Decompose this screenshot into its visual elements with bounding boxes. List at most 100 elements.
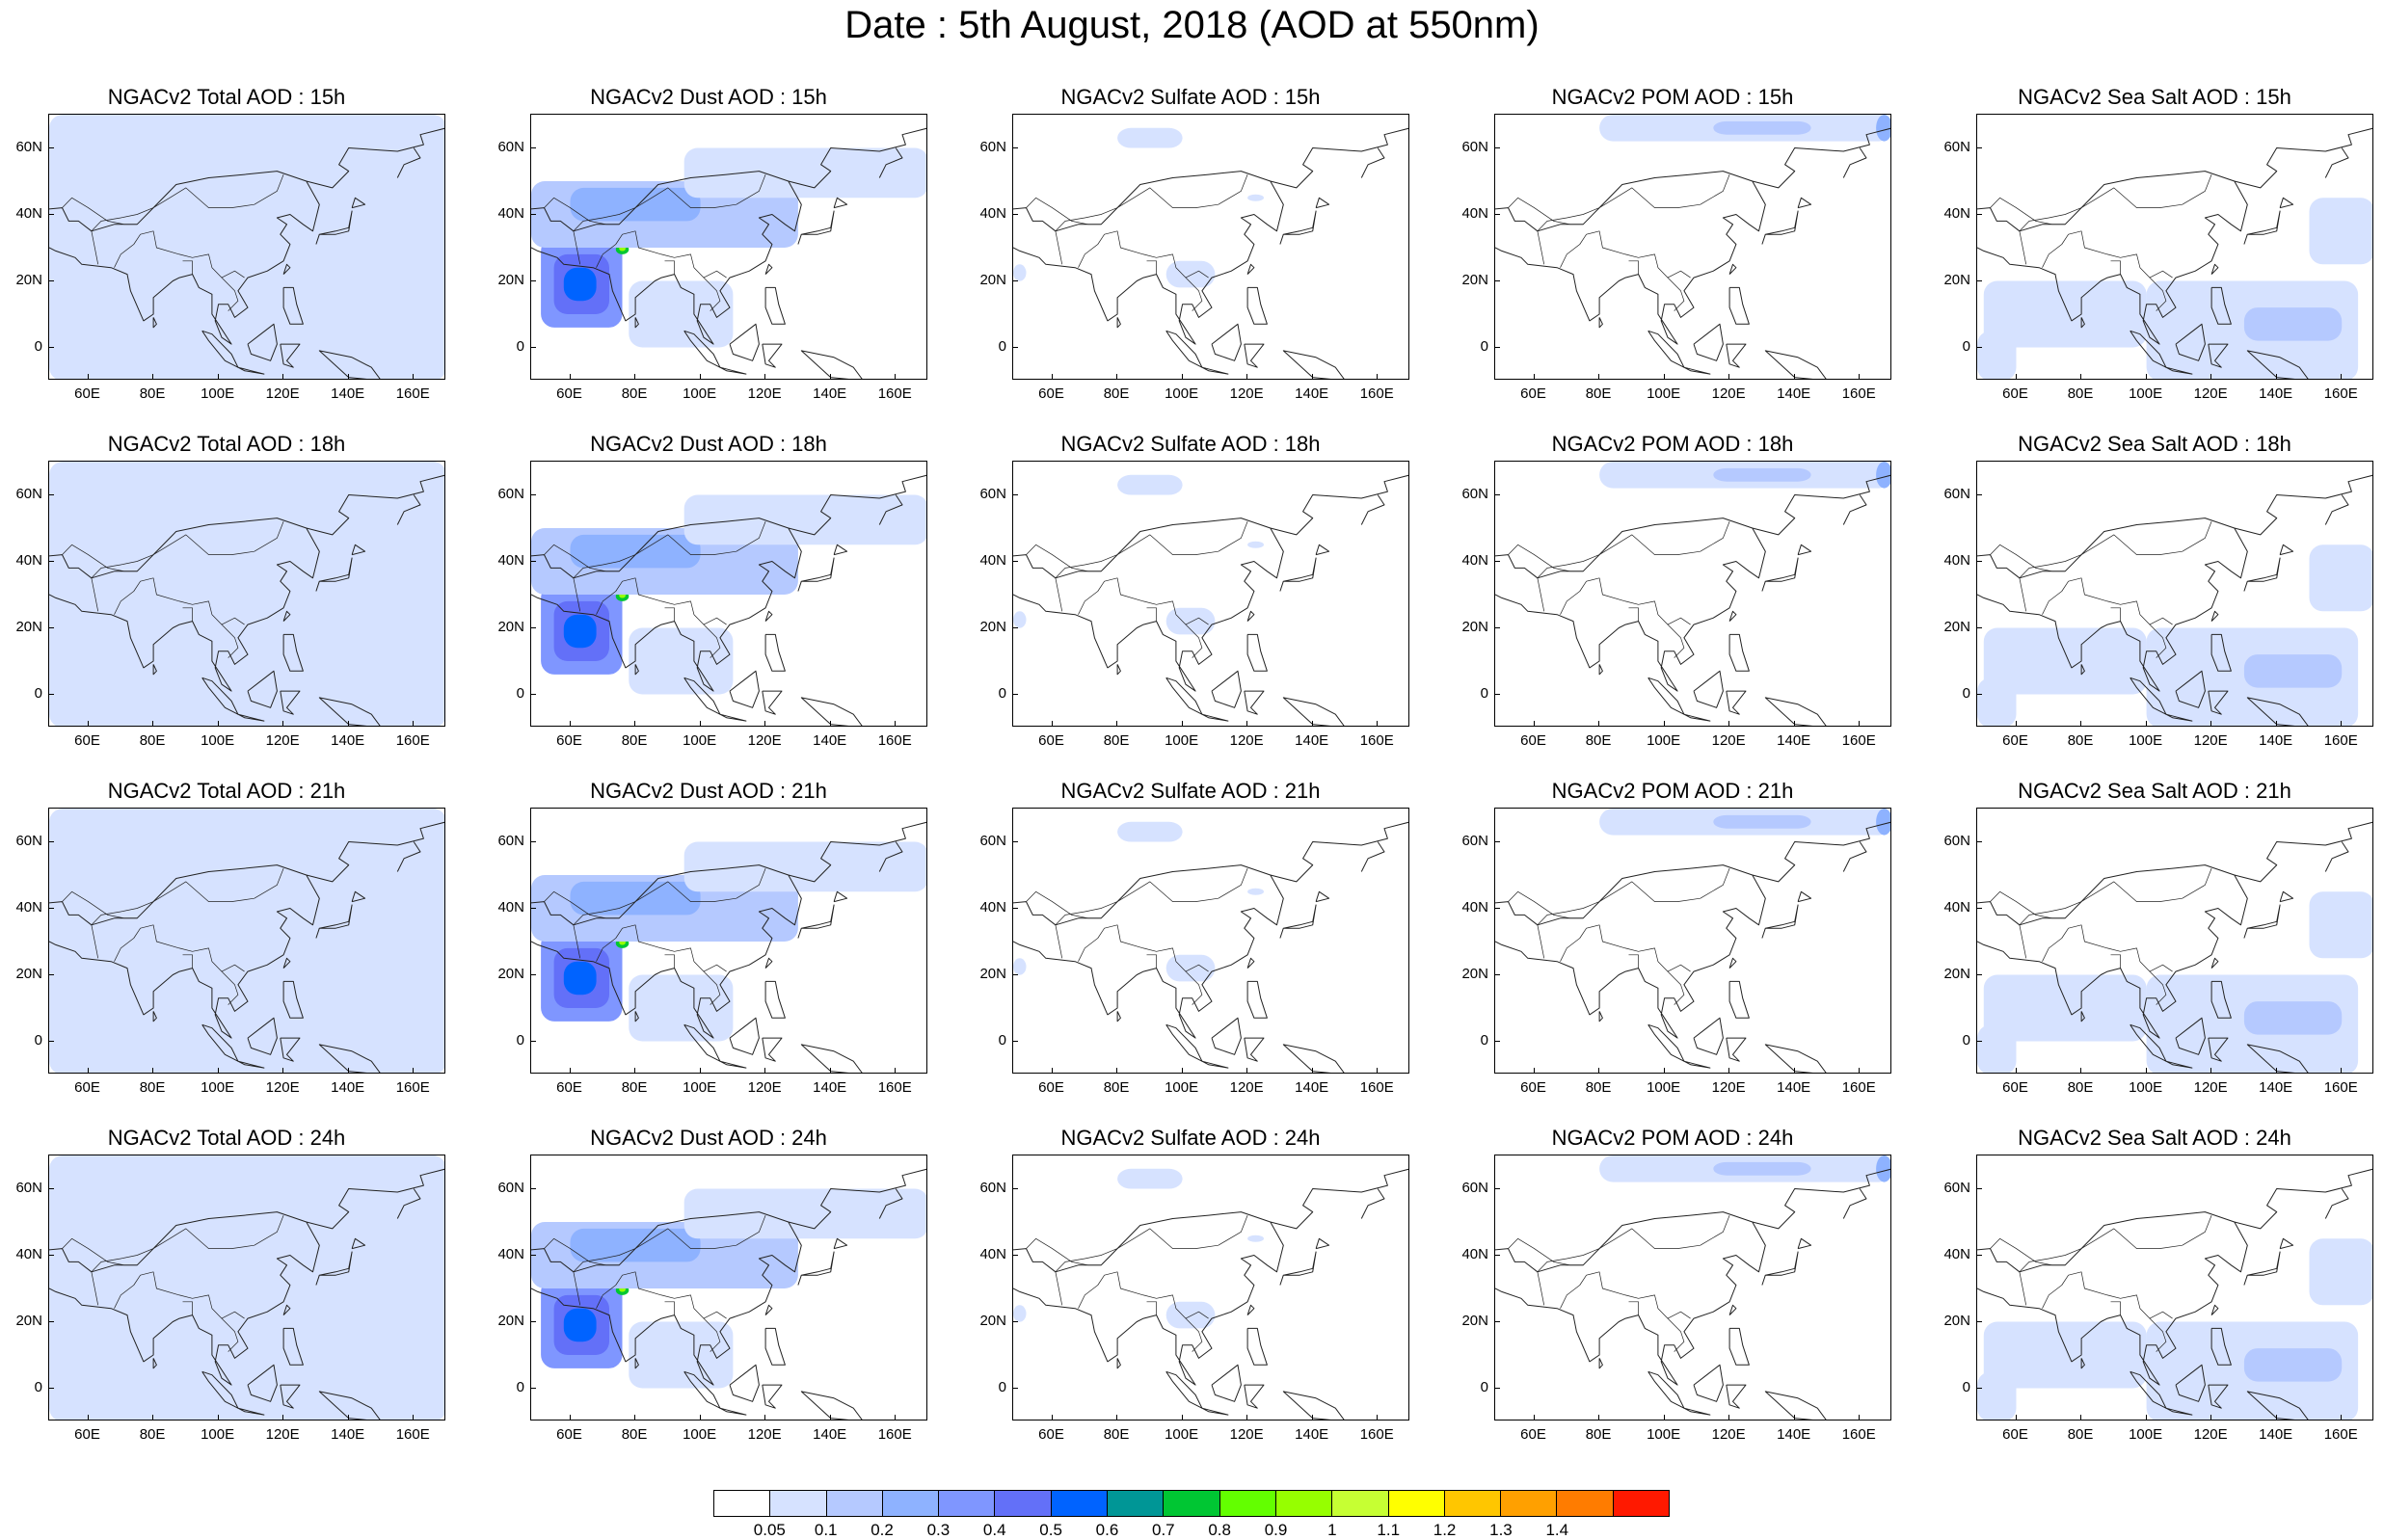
coastline bbox=[1246, 980, 1268, 1019]
lat-tick-label: 40N bbox=[1461, 551, 1488, 569]
coastline bbox=[596, 577, 727, 625]
lon-tick-mark bbox=[1859, 721, 1861, 727]
coastline bbox=[1508, 197, 1584, 226]
lon-tick-mark bbox=[282, 1415, 284, 1421]
lon-tick-mark bbox=[2015, 1415, 2017, 1421]
map-plot-area bbox=[1494, 808, 1891, 1074]
coastline bbox=[596, 1271, 727, 1319]
coastline bbox=[2208, 690, 2229, 715]
lon-tick-label: 120E bbox=[747, 1426, 782, 1443]
map-panel: NGACv2 Total AOD : 24h 60N 40N 20N 0 60E 80E 10… bbox=[0, 1126, 453, 1443]
coastline bbox=[762, 1384, 783, 1409]
lat-tick-mark bbox=[48, 346, 54, 348]
lat-tick-label: 40N bbox=[979, 204, 1006, 222]
lon-tick-label: 80E bbox=[1103, 1426, 1130, 1443]
coastline bbox=[1211, 1017, 1242, 1055]
coastline bbox=[788, 1168, 926, 1230]
coastline bbox=[1842, 147, 1867, 178]
aod-region bbox=[1165, 1301, 1216, 1329]
lon-tick-mark bbox=[347, 721, 349, 727]
coastline bbox=[2279, 197, 2294, 209]
coastline bbox=[2175, 1017, 2206, 1055]
aod-region bbox=[1013, 264, 1027, 281]
coastline bbox=[1078, 924, 1209, 972]
lat-tick-label: 60N bbox=[497, 138, 524, 155]
coastline bbox=[1797, 890, 1812, 903]
lon-tick-label: 140E bbox=[813, 1079, 847, 1096]
coastline bbox=[1647, 330, 1685, 368]
lat-tick-label: 60N bbox=[979, 485, 1006, 502]
lon-tick-mark bbox=[1246, 721, 1248, 727]
colorbar-label: 0.6 bbox=[1095, 1521, 1119, 1539]
lon-tick-label: 140E bbox=[2259, 732, 2293, 749]
coastline bbox=[797, 904, 835, 939]
lat-tick-label: 20N bbox=[1943, 271, 1970, 288]
coastline bbox=[1270, 1168, 1408, 1230]
lon-tick-mark bbox=[1663, 1415, 1665, 1421]
coastline bbox=[62, 197, 138, 226]
colorbar-swatch bbox=[1164, 1491, 1220, 1516]
coastline bbox=[1244, 1037, 1265, 1062]
coastline bbox=[1282, 697, 1345, 726]
map-svg bbox=[1977, 1168, 2372, 1420]
coastline bbox=[1797, 197, 1812, 209]
map-svg bbox=[1977, 474, 2372, 726]
lat-tick-label: 40N bbox=[15, 898, 42, 916]
map-svg bbox=[531, 1168, 926, 1420]
panel-title: NGACv2 Dust AOD : 24h bbox=[590, 1126, 827, 1150]
lon-tick-label: 60E bbox=[74, 1079, 100, 1096]
coastline bbox=[237, 366, 265, 375]
lon-tick-label: 100E bbox=[1647, 385, 1681, 402]
lat-tick-label: 0 bbox=[516, 1378, 524, 1395]
coastline bbox=[2175, 323, 2206, 361]
coastline bbox=[201, 1370, 239, 1409]
coastline bbox=[1211, 323, 1242, 361]
colorbar-label: 1.1 bbox=[1377, 1521, 1401, 1539]
lon-tick-label: 120E bbox=[747, 385, 782, 402]
lon-tick-label: 100E bbox=[1165, 1079, 1199, 1096]
coastline bbox=[2165, 1407, 2193, 1416]
lat-tick-mark bbox=[1976, 213, 1982, 215]
coastline bbox=[152, 317, 157, 329]
lat-tick-mark bbox=[48, 146, 54, 148]
lat-tick-mark bbox=[1976, 493, 1982, 495]
coastline bbox=[596, 924, 727, 972]
coastline bbox=[1537, 1271, 1545, 1306]
coastline bbox=[544, 890, 620, 919]
lon-tick-mark bbox=[895, 374, 897, 380]
lon-tick-mark bbox=[1533, 721, 1535, 727]
lon-tick-mark bbox=[1116, 721, 1118, 727]
coastline bbox=[2165, 713, 2193, 722]
coastline bbox=[396, 494, 421, 525]
aod-region bbox=[563, 614, 597, 649]
panel-title: NGACv2 Sea Salt AOD : 21h bbox=[2018, 779, 2291, 803]
coastline bbox=[280, 1037, 301, 1062]
map-panel: NGACv2 Sulfate AOD : 21h 60N 40N 20N 0 60E 80E… bbox=[964, 779, 1417, 1096]
coastline bbox=[1055, 867, 1248, 926]
lat-tick-label: 0 bbox=[1480, 684, 1488, 702]
lon-tick-mark bbox=[895, 721, 897, 727]
coastline bbox=[247, 1017, 278, 1055]
lon-tick-mark bbox=[217, 1068, 219, 1074]
coastline bbox=[729, 323, 760, 361]
coastline bbox=[1728, 1304, 1737, 1315]
aod-region bbox=[1247, 194, 1264, 201]
coastline bbox=[306, 821, 444, 883]
coastline bbox=[1537, 1214, 1730, 1273]
coastline bbox=[2165, 366, 2193, 375]
coastline bbox=[1726, 1384, 1747, 1409]
aod-region bbox=[563, 961, 597, 996]
coastline bbox=[1279, 210, 1317, 245]
coastline bbox=[91, 1271, 99, 1306]
coastline bbox=[1246, 633, 1268, 672]
colorbar-swatch bbox=[770, 1491, 827, 1516]
lon-tick-label: 100E bbox=[1165, 385, 1199, 402]
coastline bbox=[315, 557, 353, 592]
lon-tick-label: 140E bbox=[1777, 732, 1811, 749]
map-svg bbox=[49, 115, 444, 379]
lon-tick-label: 140E bbox=[331, 732, 365, 749]
coastline bbox=[1667, 970, 1685, 1005]
lat-tick-label: 20N bbox=[1461, 1312, 1488, 1329]
lat-tick-mark bbox=[1012, 973, 1018, 975]
